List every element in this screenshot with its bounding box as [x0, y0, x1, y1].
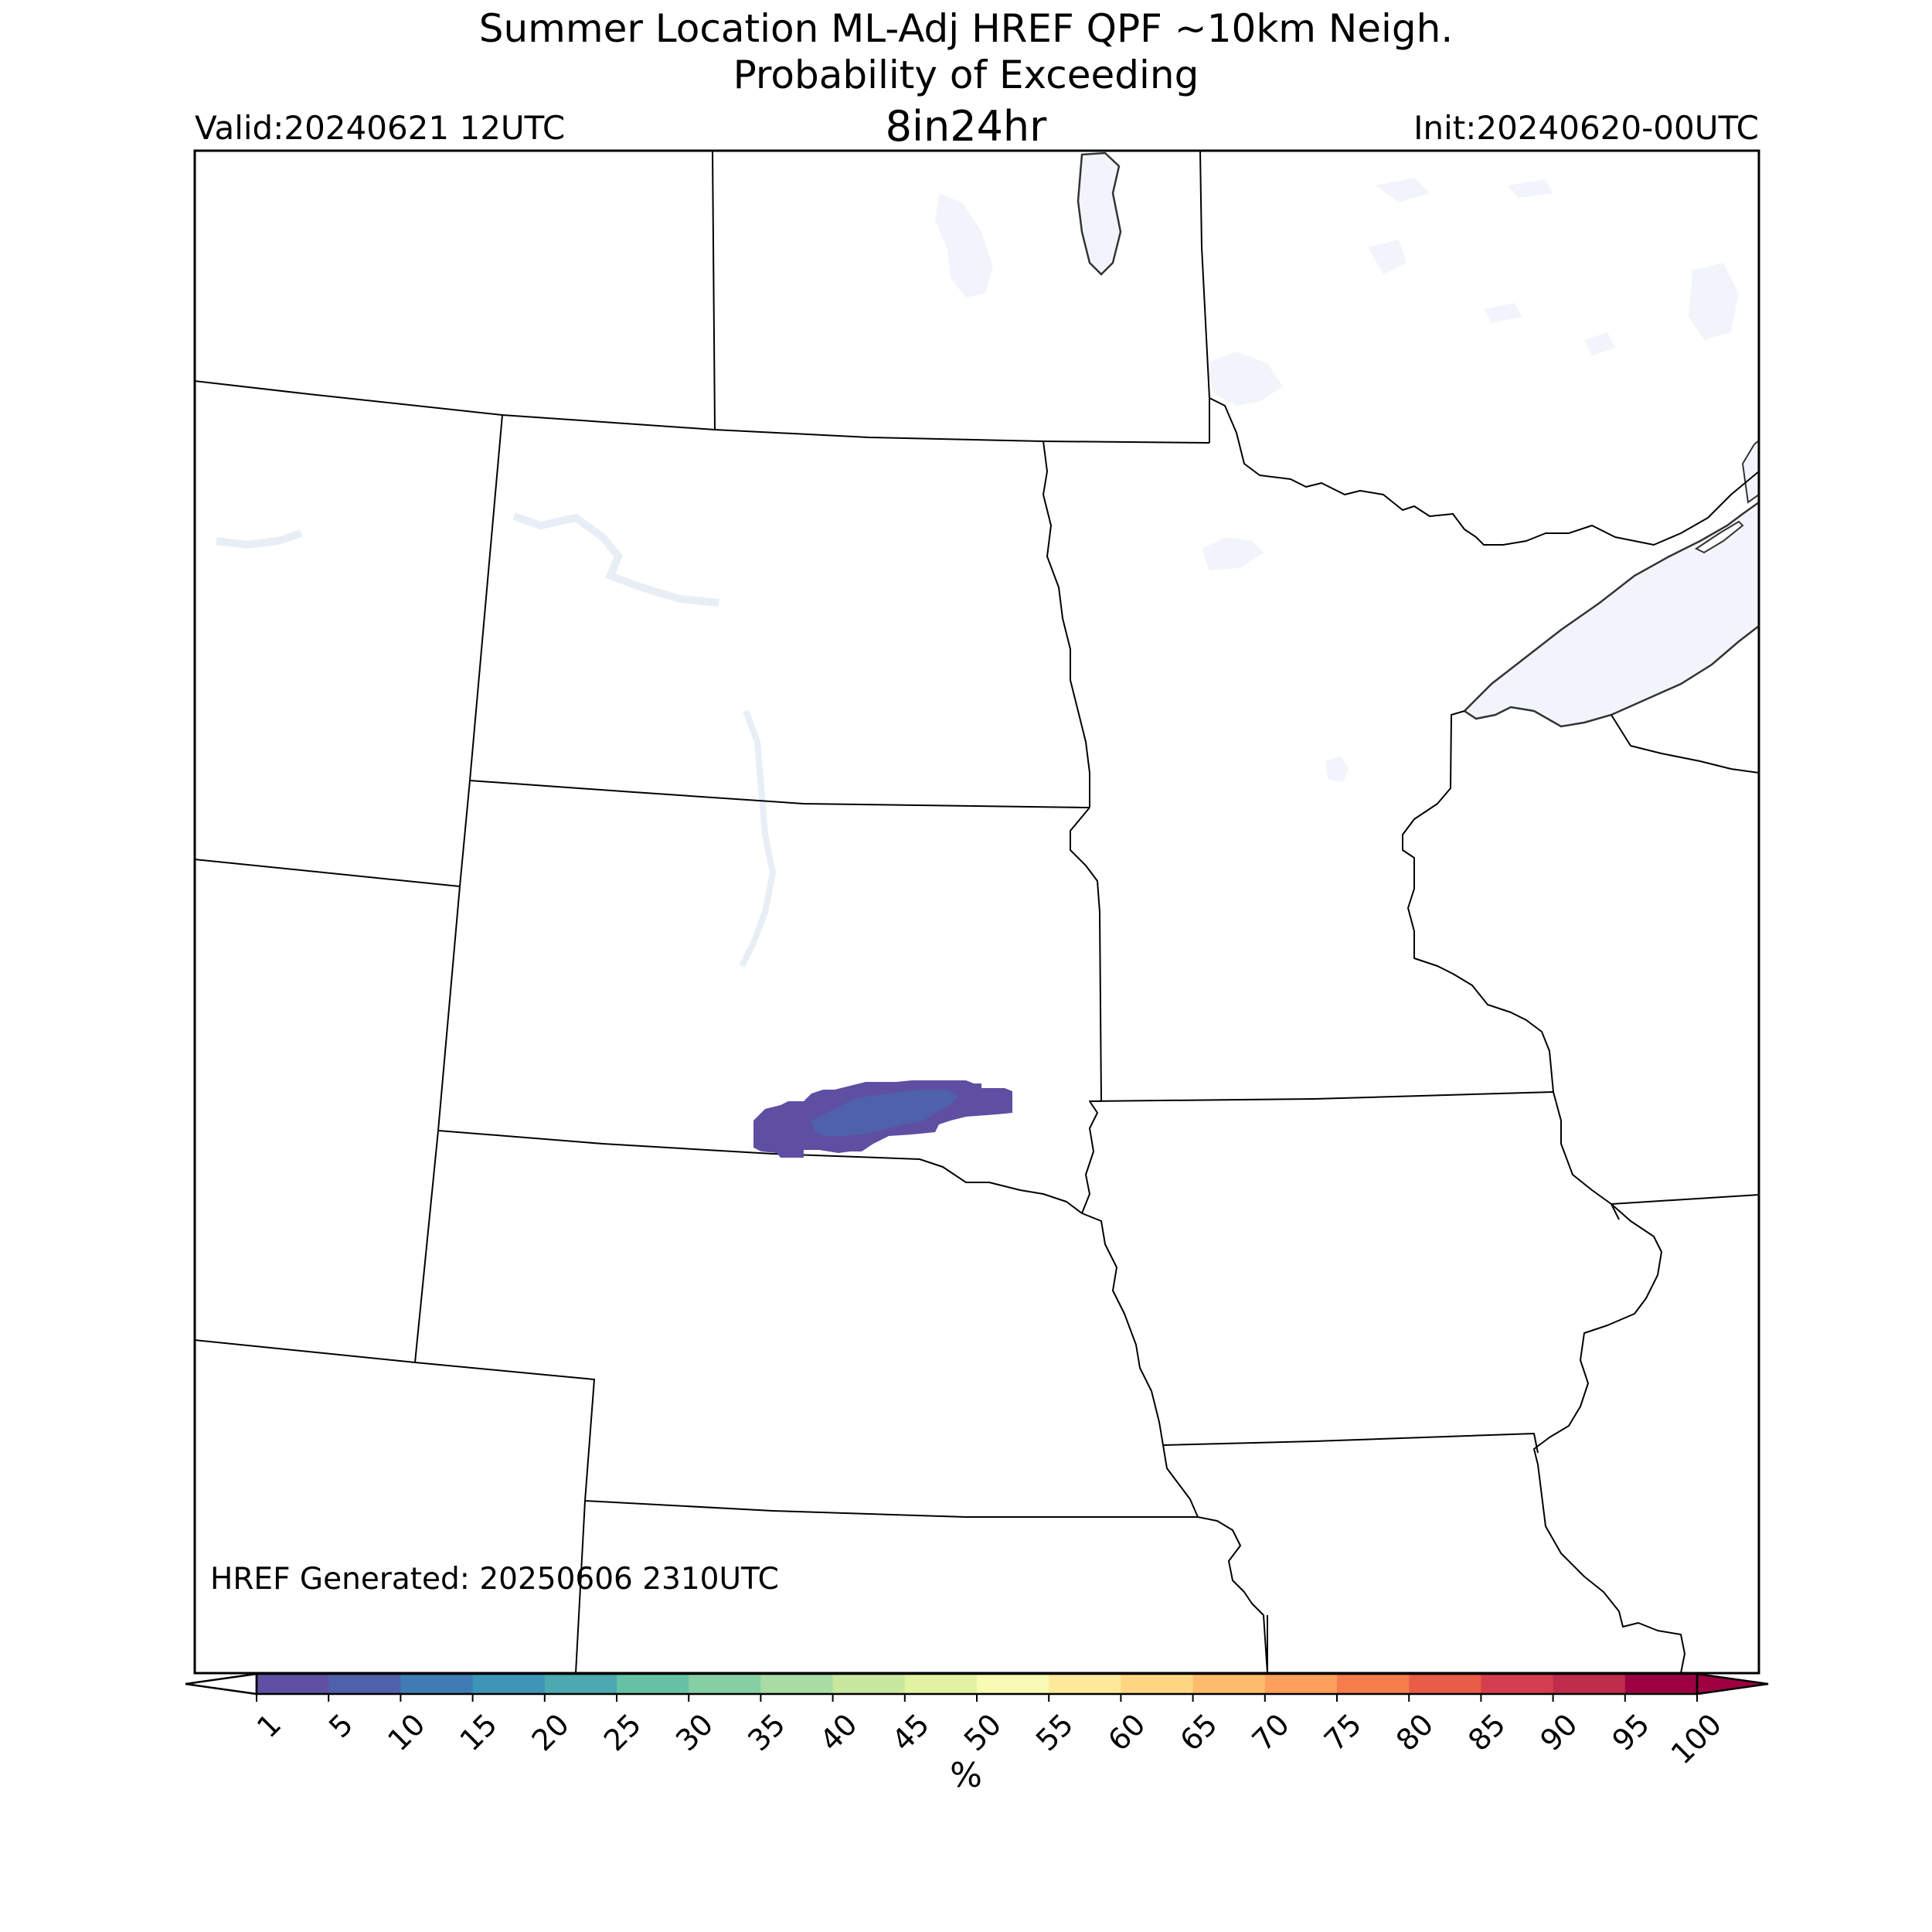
colorbar-tick-label: 70 [1246, 1707, 1296, 1757]
lake-oahe [739, 709, 777, 968]
mn-ia-border [1089, 1091, 1554, 1102]
colorbar-unit-label: % [950, 1756, 982, 1795]
colorbar-tick-label: 35 [741, 1707, 791, 1757]
lake-sakakawea [512, 512, 719, 607]
lake-of-the-woods [1206, 352, 1283, 406]
manitoba-ontario-border [1199, 151, 1210, 399]
lake-superior [1463, 501, 1759, 728]
valid-time-label: Valid:20240621 12UTC [195, 109, 566, 147]
colorbar-segment [1264, 1674, 1338, 1694]
ne-mo-border [1162, 1444, 1268, 1673]
canadian-lake-4 [1368, 240, 1406, 274]
colorbar-segment [1192, 1674, 1266, 1694]
title-threshold: 8in24hr [885, 102, 1047, 151]
colorbar-tick-label: 95 [1606, 1707, 1656, 1757]
mo-il-border [1537, 1464, 1685, 1673]
fort-peck-lake [216, 529, 303, 549]
title-line-2: Probability of Exceeding [733, 53, 1199, 97]
init-time-label: Init:20240620-00UTC [1413, 109, 1759, 147]
colorbar-segment [1624, 1674, 1698, 1694]
probability-area-5pct [811, 1090, 958, 1136]
mn-sd-border [1070, 807, 1102, 1102]
canadian-lake-5 [1484, 303, 1522, 323]
colorbar-segment [544, 1674, 617, 1694]
mt-wy-border [195, 859, 461, 887]
canadian-lake-2 [1507, 179, 1553, 198]
lake-nipigon-shore [1741, 439, 1759, 504]
wi-mi-border [1611, 714, 1759, 774]
colorbar-segment [1481, 1674, 1554, 1694]
red-lake [1202, 537, 1264, 570]
lake-manitoba [935, 193, 993, 298]
colorbar-tick-label: 45 [886, 1707, 936, 1757]
colorbar-segment [1409, 1674, 1481, 1694]
colorbar-tick-label: 25 [597, 1707, 648, 1757]
colorbar-tick-label: 90 [1533, 1707, 1583, 1757]
colorbar-tick-label: 65 [1173, 1707, 1223, 1757]
canadian-lake-1 [1376, 178, 1430, 202]
colorbar-segment [257, 1674, 329, 1694]
mille-lacs [1325, 756, 1349, 782]
colorbar-tick-label: 85 [1461, 1707, 1512, 1757]
colorbar-tick-label: 75 [1318, 1707, 1368, 1757]
isle-royale [1695, 520, 1744, 554]
canada-us-border [195, 380, 1210, 444]
canadian-lake-3 [1689, 263, 1739, 340]
ia-mo-border [1162, 1433, 1539, 1454]
colorbar-tick-label: 15 [453, 1707, 503, 1757]
colorbar-under-extension [185, 1672, 258, 1696]
href-generated-label: HREF Generated: 20250606 2310UTC [210, 1562, 779, 1597]
mt-nd-border [469, 414, 503, 781]
canadian-lake-6 [1584, 332, 1615, 355]
colorbar-segment [617, 1674, 689, 1694]
colorbar-segment [328, 1674, 401, 1694]
colorbar-tick-label: 60 [1101, 1707, 1151, 1757]
colorbar-tick-label: 1 [250, 1707, 287, 1744]
colorbar-segment [1337, 1674, 1410, 1694]
title-line-1: Summer Location ML-Adj HREF QPF ~10km Ne… [478, 6, 1454, 51]
colorbar-tick-label: 50 [957, 1707, 1008, 1757]
mn-ontario-border [1209, 397, 1759, 546]
colorbar-tick-label: 80 [1389, 1707, 1440, 1757]
colorbar-tick-label: 30 [669, 1707, 719, 1757]
ne-ks-border [584, 1500, 1198, 1518]
colorbar-segment [689, 1674, 761, 1694]
colorbar-tick-label: 10 [381, 1707, 431, 1757]
wy-co-border [195, 1339, 416, 1363]
nd-mn-border [1043, 440, 1090, 808]
mn-wi-border [1402, 710, 1554, 1093]
colorbar-segment [400, 1674, 474, 1694]
ne-ia-border [1081, 1213, 1164, 1446]
colorbar-tick-label: 40 [813, 1707, 863, 1757]
colorbar-over-extension [1696, 1672, 1769, 1696]
sd-ne-border [437, 1130, 1083, 1214]
colorbar-segment [1553, 1674, 1626, 1694]
sd-ia-border [1081, 1100, 1101, 1214]
colorbar-segment [760, 1674, 834, 1694]
colorbar-segment [832, 1674, 906, 1694]
ia-wi-border [1553, 1091, 1620, 1220]
wy-ne-border [414, 1130, 595, 1673]
nd-sd-border [469, 780, 1090, 808]
colorbar-segment [904, 1674, 978, 1694]
mt-sd-border [459, 780, 471, 887]
sask-manitoba-border [712, 151, 716, 430]
map-frame [193, 149, 1760, 1675]
colorbar-tick-label: 55 [1029, 1707, 1080, 1757]
colorbar-segment [472, 1674, 546, 1694]
colorbar-tick-label: 20 [526, 1707, 576, 1757]
wy-sd-border [437, 886, 461, 1131]
colorbar-segment [977, 1674, 1049, 1694]
colorbar-segment [1121, 1674, 1194, 1694]
wi-il-border [1611, 1194, 1759, 1205]
ia-il-border [1533, 1203, 1662, 1465]
colorbar-tick-label: 5 [322, 1707, 359, 1744]
colorbar-segment [1049, 1674, 1121, 1694]
lake-winnipeg [1077, 151, 1122, 276]
